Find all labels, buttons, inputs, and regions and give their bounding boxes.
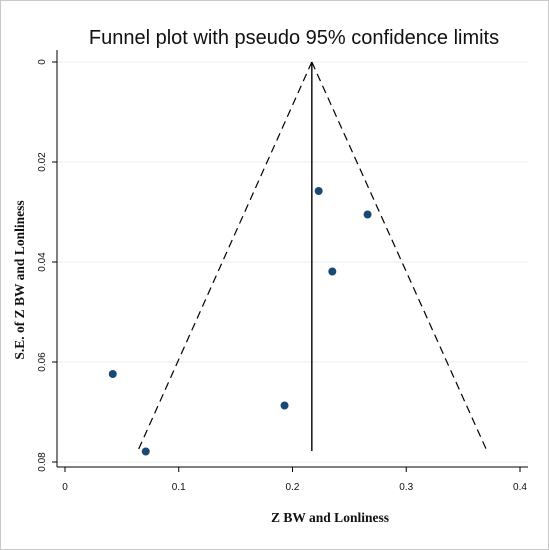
y-axis-label: S.E. of Z BW and Lonliness: [12, 200, 27, 359]
chart-title: Funnel plot with pseudo 95% confidence l…: [89, 27, 499, 49]
y-tick-label-0: 0: [37, 59, 48, 65]
x-tick-label-2: 0.2: [286, 482, 300, 493]
data-point-4: [280, 401, 289, 410]
data-point-2: [328, 267, 337, 276]
x-tick-label-0: 0: [62, 482, 68, 493]
y-tick-label-2: 0.04: [37, 252, 48, 272]
lower-confidence-limit-line: [137, 61, 313, 452]
x-tick-label-1: 0.1: [172, 482, 186, 493]
data-points: [108, 187, 372, 456]
x-tick-label-3: 0.3: [399, 482, 413, 493]
y-tick-label-1: 0.02: [37, 152, 48, 172]
x-tick-label-4: 0.4: [513, 482, 527, 493]
data-point-0: [314, 187, 323, 195]
funnel-lines: [137, 61, 488, 452]
grid: [57, 61, 528, 463]
data-point-3: [108, 370, 117, 378]
data-point-1: [363, 210, 372, 219]
axes: 0 0.1 0.2 0.3 0.4 0 0.02 0.04 0.06 0.08: [37, 50, 528, 493]
y-tick-label-4: 0.08: [37, 452, 48, 472]
upper-confidence-limit-line: [311, 61, 488, 452]
data-point-5: [141, 447, 150, 456]
y-tick-label-3: 0.06: [37, 352, 48, 372]
x-axis-label: Z BW and Lonliness: [271, 510, 389, 525]
